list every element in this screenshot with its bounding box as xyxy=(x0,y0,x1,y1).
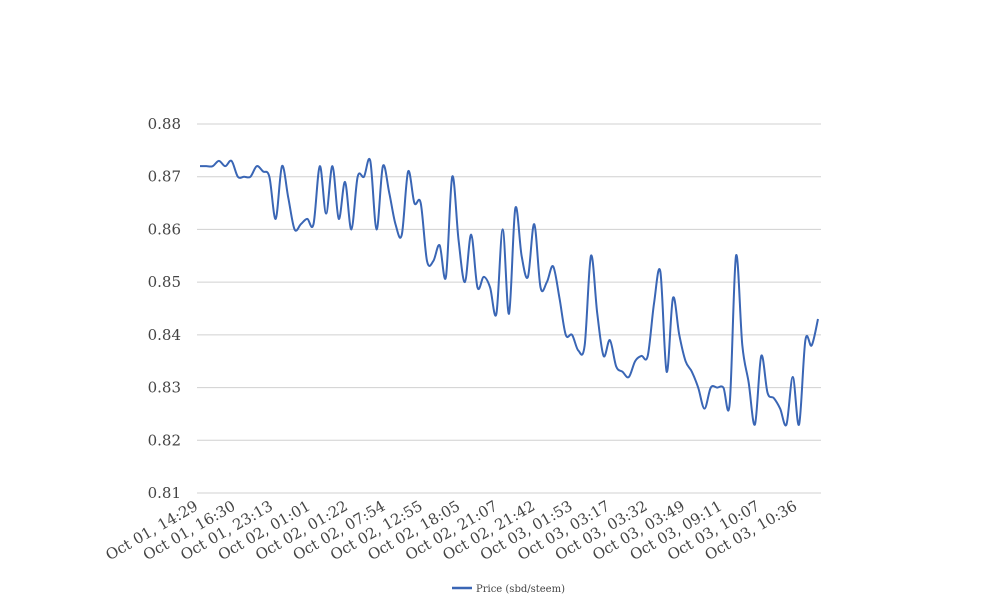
gridlines xyxy=(197,123,821,494)
y-tick-label: 0.81 xyxy=(148,484,181,502)
y-tick-label: 0.88 xyxy=(148,115,181,133)
y-tick-label: 0.85 xyxy=(148,273,181,291)
series-line-price xyxy=(200,157,819,427)
y-tick-label: 0.86 xyxy=(148,220,181,238)
y-tick-label: 0.83 xyxy=(148,379,181,397)
y-tick-label: 0.84 xyxy=(148,326,181,344)
legend: Price (sbd/steem) xyxy=(452,584,565,595)
y-axis-ticks: 0.81 0.82 0.83 0.84 0.85 0.86 0.87 0.88 xyxy=(148,115,181,502)
y-tick-label: 0.87 xyxy=(148,168,181,186)
y-tick-label: 0.82 xyxy=(148,431,181,449)
legend-label-price: Price (sbd/steem) xyxy=(476,584,565,595)
series-layer xyxy=(200,157,819,427)
